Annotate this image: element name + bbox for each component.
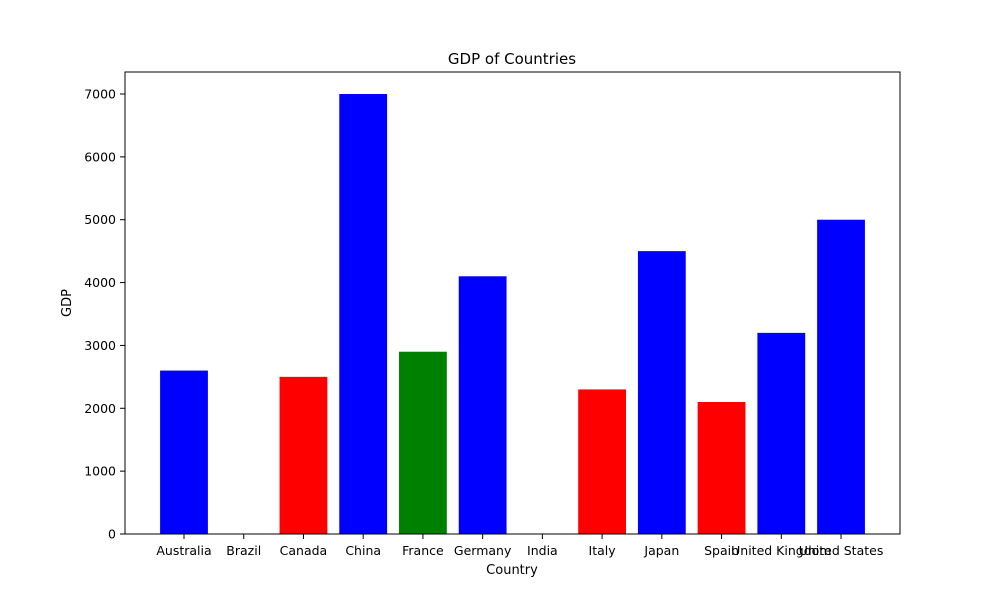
x-tick-label: China bbox=[345, 543, 381, 558]
x-tick-label: United States bbox=[799, 543, 884, 558]
bar-united-states bbox=[817, 219, 865, 534]
x-tick-label: India bbox=[527, 543, 558, 558]
x-tick-label: Japan bbox=[643, 543, 679, 558]
bar-italy bbox=[578, 389, 627, 534]
x-tick-label: Canada bbox=[280, 543, 328, 558]
x-tick-label: France bbox=[402, 543, 444, 558]
y-axis: 0 1000 2000 3000 4000 5000 6000 7000 bbox=[84, 87, 125, 542]
bar-united-kingdom bbox=[757, 332, 806, 534]
y-tick-label: 0 bbox=[108, 527, 116, 542]
bar-spain bbox=[697, 402, 746, 534]
x-tick-label: Spain bbox=[704, 543, 739, 558]
x-tick-label: Italy bbox=[589, 543, 617, 558]
y-tick-label: 2000 bbox=[84, 401, 116, 416]
bar-australia bbox=[160, 370, 208, 534]
y-tick-label: 5000 bbox=[84, 212, 116, 227]
x-axis-label: Country bbox=[486, 563, 538, 578]
plot-frame bbox=[124, 71, 901, 535]
bar-canada bbox=[279, 376, 328, 534]
x-tick-label: Brazil bbox=[226, 543, 261, 558]
bar-germany bbox=[458, 276, 507, 534]
y-tick-label: 1000 bbox=[84, 464, 116, 479]
bars-group bbox=[160, 94, 865, 534]
x-tick-label: United Kingdom bbox=[731, 543, 831, 558]
y-tick-label: 7000 bbox=[84, 87, 116, 102]
x-axis: Australia Brazil Canada China France Germany I… bbox=[156, 534, 883, 558]
bar-japan bbox=[637, 251, 686, 534]
x-tick-label: Germany bbox=[454, 543, 512, 558]
bar-china bbox=[339, 94, 388, 534]
y-tick-label: 4000 bbox=[84, 275, 116, 290]
y-tick-label: 3000 bbox=[84, 338, 116, 353]
bar-france bbox=[399, 351, 447, 534]
x-tick-label: Australia bbox=[156, 543, 211, 558]
y-axis-label: GDP bbox=[60, 289, 75, 317]
chart-title: GDP of Countries bbox=[448, 50, 576, 68]
y-tick-label: 6000 bbox=[84, 149, 116, 164]
